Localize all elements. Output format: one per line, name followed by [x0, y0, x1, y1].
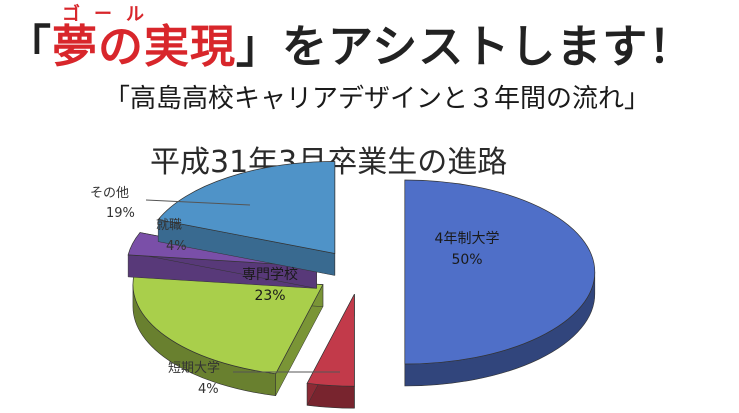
headline-rest: をアシストします！	[282, 20, 695, 73]
label-vocational-value: 23%	[254, 288, 285, 304]
headline: 「夢の実現」をアシストします！	[6, 14, 739, 80]
headline-highlight: 夢の実現	[52, 20, 237, 73]
label-shortcollege-name: 短期大学	[168, 360, 220, 376]
label-shortcollege-value: 4%	[198, 382, 219, 397]
label-other-name: その他	[90, 186, 129, 201]
headline-ruby: ゴール	[62, 4, 158, 25]
label-employment-value: 4%	[166, 239, 187, 254]
label-university-value: 50%	[451, 252, 482, 268]
slice-university	[404, 179, 596, 387]
subtitle: 「高島高校キャリアデザインと３年間の流れ」	[104, 84, 651, 114]
label-vocational-name: 専門学校	[242, 266, 298, 283]
headline-close-bracket: 」	[236, 20, 283, 73]
headline-open-bracket: 「	[6, 20, 53, 73]
label-other-value: 19%	[106, 206, 135, 221]
label-employment-name: 就職	[156, 218, 182, 233]
slice-vocational	[132, 272, 324, 397]
slice-other	[157, 161, 336, 276]
label-university-name: 4年制大学	[435, 231, 500, 247]
leader-line-other	[145, 199, 251, 206]
slice-shortcollege	[306, 294, 355, 409]
